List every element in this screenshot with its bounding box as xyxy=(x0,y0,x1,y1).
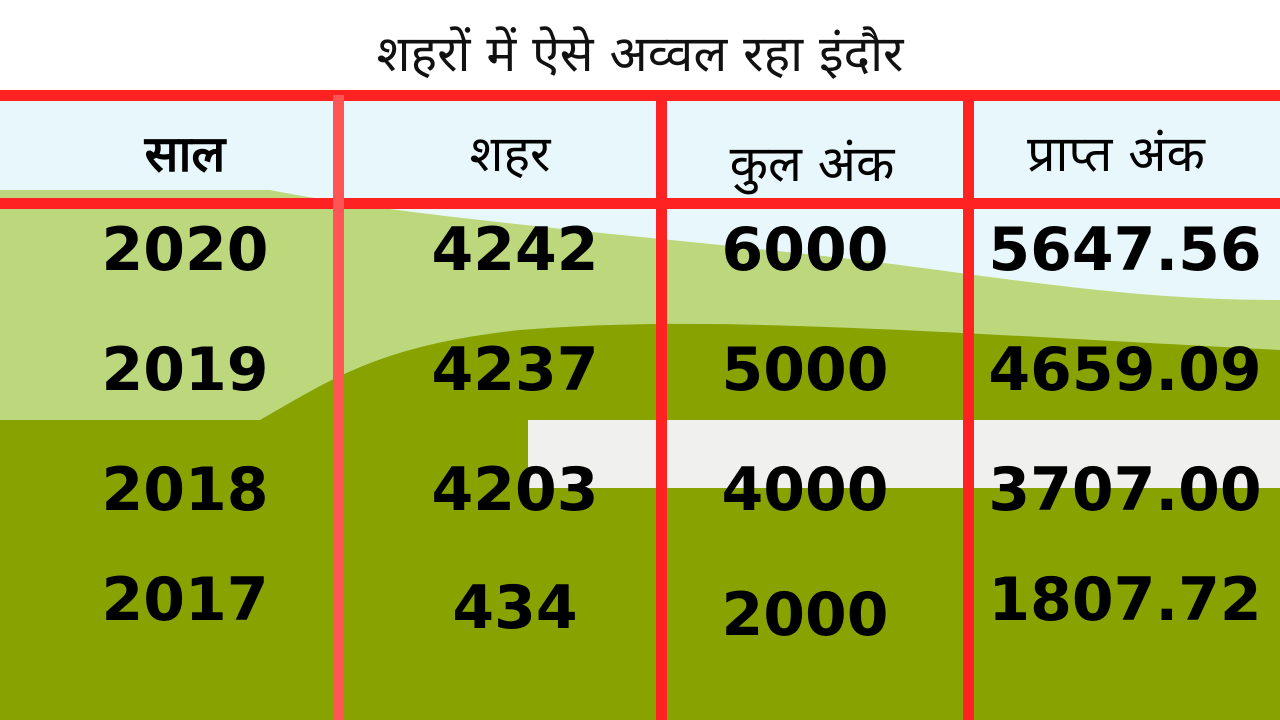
cell-year: 2017 xyxy=(101,565,269,635)
header-obtained-marks: प्राप्त अंक xyxy=(1027,125,1205,183)
header-total-marks: कुल अंक xyxy=(729,135,895,193)
cell-total-marks: 6000 xyxy=(721,215,889,285)
cell-year: 2018 xyxy=(101,455,269,525)
page-title: शहरों में ऐसे अव्वल रहा इंदौर xyxy=(376,25,904,83)
header-divider xyxy=(0,198,1280,209)
cell-obtained-marks: 3707.00 xyxy=(988,455,1262,525)
cell-obtained-marks: 4659.09 xyxy=(988,335,1262,405)
cell-city: 4237 xyxy=(431,335,599,405)
cell-city: 4242 xyxy=(431,215,599,285)
cell-obtained-marks: 1807.72 xyxy=(988,565,1262,635)
cell-year: 2020 xyxy=(101,215,269,285)
cell-city: 4203 xyxy=(431,455,599,525)
header-year: साल xyxy=(144,125,226,183)
column-divider xyxy=(963,95,974,720)
table-top-border xyxy=(0,90,1280,101)
cell-obtained-marks: 5647.56 xyxy=(988,215,1262,285)
cell-city: 434 xyxy=(452,573,578,643)
column-divider xyxy=(333,95,344,720)
cell-year: 2019 xyxy=(101,335,269,405)
cell-total-marks: 2000 xyxy=(721,580,889,650)
cell-total-marks: 5000 xyxy=(721,335,889,405)
cell-total-marks: 4000 xyxy=(721,455,889,525)
header-city: शहर xyxy=(469,125,551,183)
column-divider xyxy=(656,95,667,720)
